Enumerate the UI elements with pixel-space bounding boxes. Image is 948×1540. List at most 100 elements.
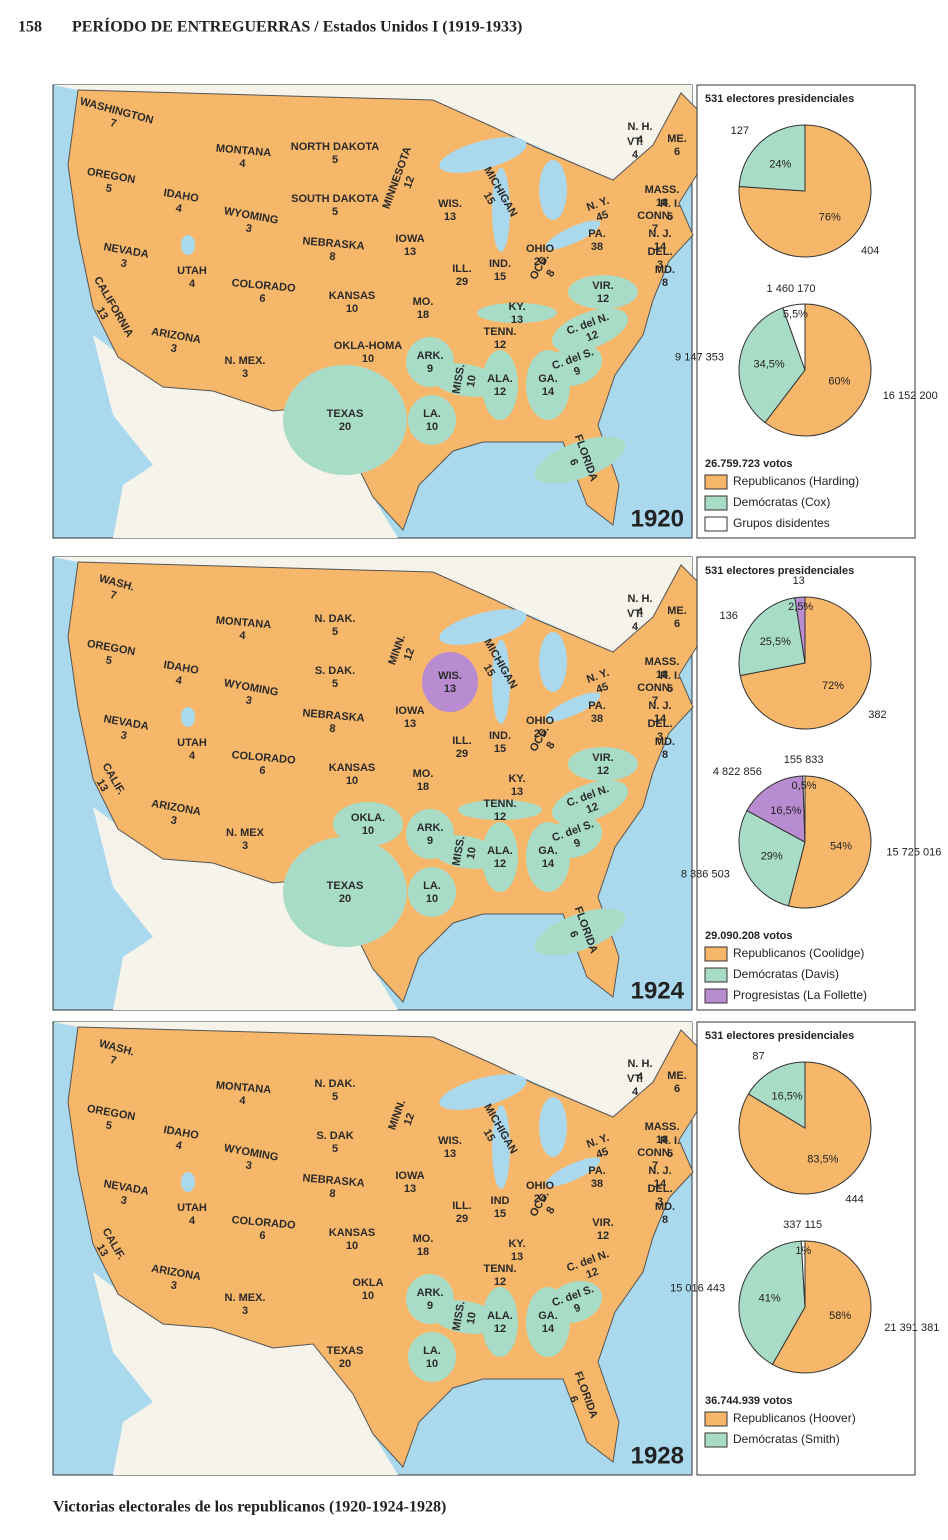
state-name: PA. <box>588 1165 606 1177</box>
state-electors: 12 <box>494 386 506 398</box>
state-name: MONTANA <box>215 615 271 632</box>
pie-percent-label: 41% <box>759 1293 781 1305</box>
state-label: MISS.10 <box>450 363 478 395</box>
state-electors: 12 <box>494 858 506 870</box>
state-name: PA. <box>588 700 606 712</box>
state-electors: 38 <box>591 713 603 725</box>
state-name: MISS. <box>450 1300 467 1332</box>
state-name: ME. <box>667 1070 687 1082</box>
map-year: 1920 <box>631 505 684 532</box>
state-electors: 14 <box>654 241 667 253</box>
map: WASH.7OREGON5CALIF.13IDAHO4NEVADA3MONTAN… <box>52 556 709 1011</box>
state-name: UTAH <box>177 737 207 749</box>
pie-percent-label: 76% <box>819 211 841 223</box>
state-area <box>477 303 557 323</box>
state-electors: 12 <box>597 1230 609 1242</box>
state-area <box>333 802 403 846</box>
state-electors: 12 <box>494 811 506 823</box>
state-label: N. DAK.5 <box>315 613 356 638</box>
state-name: WIS. <box>438 198 462 210</box>
legend-swatch <box>704 516 728 532</box>
state-name: TEXAS <box>327 880 364 892</box>
state-electors: 15 <box>494 743 506 755</box>
state-label: WIS.13 <box>438 670 462 695</box>
state-label: N. Y.45 <box>585 1132 611 1162</box>
state-name: ARK. <box>417 350 444 362</box>
state-electors: 8 <box>329 1188 336 1200</box>
pie-slice <box>738 124 872 258</box>
state-name: DEL. <box>647 1183 672 1195</box>
state-label: WIS.13 <box>438 198 462 223</box>
state-electors: 7 <box>109 589 118 602</box>
state-electors: 9 <box>572 1302 582 1315</box>
state-electors: 5 <box>332 154 338 166</box>
state-electors: 3 <box>170 1279 178 1292</box>
state-label: MASS.18 <box>645 1121 680 1146</box>
state-name: ARK. <box>417 1287 444 1299</box>
state-electors: 10 <box>346 303 358 315</box>
state-name: ALA. <box>487 373 513 385</box>
state-electors: 7 <box>652 695 658 707</box>
state-name: TEXAS <box>327 408 364 420</box>
state-electors: 5 <box>332 1091 338 1103</box>
state-electors: 18 <box>417 781 429 793</box>
state-label: MO.18 <box>413 1233 434 1258</box>
state-label: IND.15 <box>489 258 511 283</box>
state-electors: 13 <box>94 1242 111 1259</box>
pie-value-label: 404 <box>861 245 879 257</box>
state-electors: 18 <box>656 197 668 209</box>
state-electors: 45 <box>595 209 611 224</box>
state-electors: 24 <box>534 728 547 740</box>
state-name: N. J. <box>648 1165 671 1177</box>
state-electors: 4 <box>239 630 247 643</box>
state-electors: 29 <box>456 748 468 760</box>
state-name: NEBRASKA <box>302 235 365 252</box>
state-name: R. I. <box>660 198 680 210</box>
state-electors: 4 <box>189 278 196 290</box>
state-electors: 4 <box>637 134 644 146</box>
pie-slice <box>800 1240 806 1308</box>
state-label: N. MEX.3 <box>225 355 266 380</box>
state-name: GA. <box>538 1310 558 1322</box>
state-name: IOWA <box>395 1170 424 1182</box>
state-name: N. MEX. <box>225 1292 266 1304</box>
state-electors: 5 <box>667 1148 673 1160</box>
state-name: MD. <box>655 1201 675 1213</box>
state-electors: 5 <box>332 626 338 638</box>
lake <box>492 168 510 252</box>
state-electors: 13 <box>444 211 456 223</box>
lake <box>181 1172 195 1192</box>
pie-percent-label: 58% <box>829 1310 851 1322</box>
election-panel: WASHINGTON7OREGON5CALIFORNIA13IDAHO4NEVA… <box>52 84 938 539</box>
state-name: CONN. <box>637 682 672 694</box>
state-name: KY. <box>508 301 525 313</box>
state-name: N. MEX <box>226 827 265 839</box>
lake <box>439 137 527 173</box>
state-label: VIR.12 <box>592 280 613 305</box>
state-electors: 10 <box>426 1358 438 1370</box>
state-name: N. J. <box>648 228 671 240</box>
state-electors: 4 <box>175 202 184 215</box>
pie-percent-label: 25,5% <box>760 636 791 648</box>
state-electors: 10 <box>362 825 374 837</box>
state-electors: 20 <box>339 1358 351 1370</box>
state-name: KY. <box>508 773 525 785</box>
state-label: LA.10 <box>423 408 441 433</box>
state-area <box>408 867 456 917</box>
pie-slice <box>738 597 806 677</box>
state-label: N. MEX.3 <box>225 1292 266 1317</box>
state-label: N. Y.45 <box>585 667 611 697</box>
legend-swatch <box>704 946 728 962</box>
figure-caption: Victorias electorales de los republicano… <box>53 1499 446 1516</box>
state-electors: 8 <box>662 1214 668 1226</box>
pie-value-label: 444 <box>845 1193 863 1205</box>
map-year: 1924 <box>631 977 685 1004</box>
legend-swatch <box>704 474 728 490</box>
